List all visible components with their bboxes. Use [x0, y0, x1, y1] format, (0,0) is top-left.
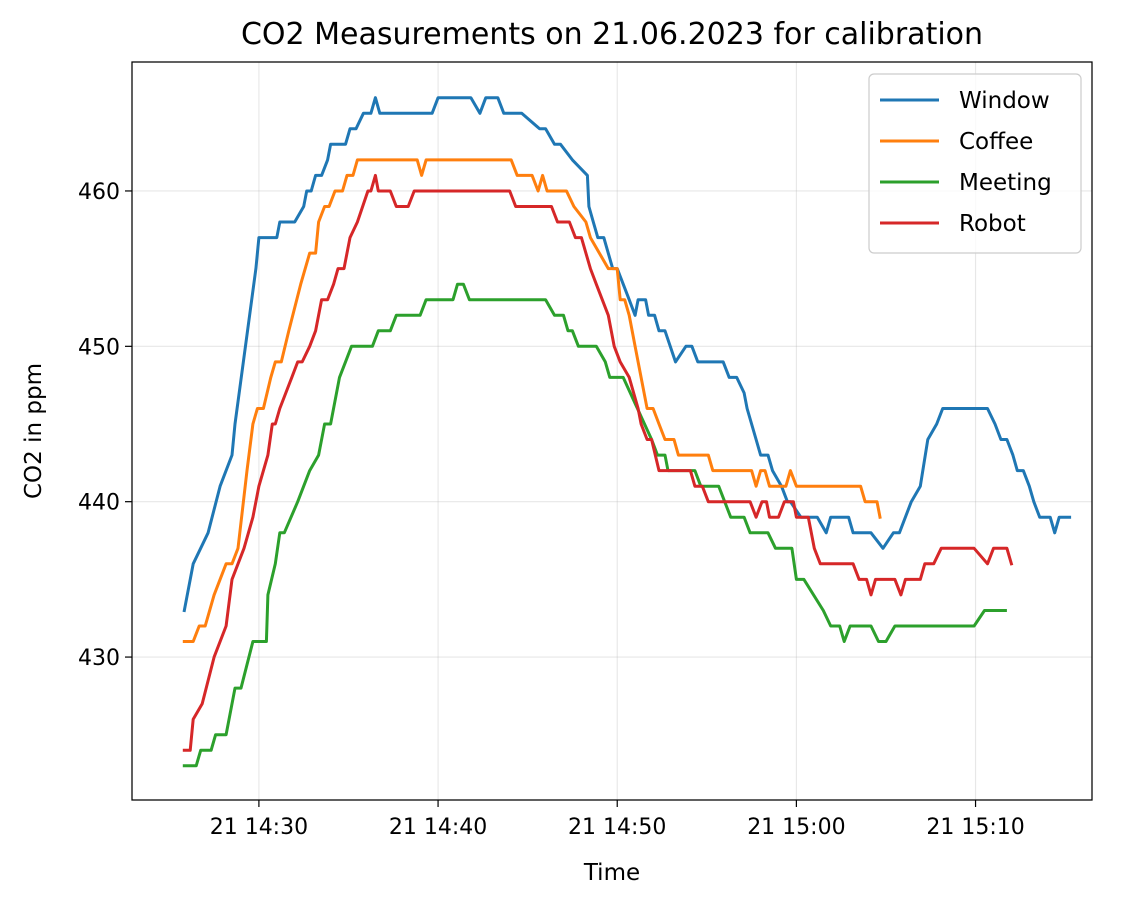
y-axis-label: CO2 in ppm — [21, 363, 47, 499]
series-line-meeting — [182, 282, 1007, 768]
y-tick-label-3: 460 — [78, 180, 120, 205]
legend-label-meeting: Meeting — [959, 170, 1052, 196]
x-tick-label-0: 21 14:30 — [210, 815, 308, 840]
y-tick-label-0: 430 — [78, 646, 120, 671]
tick-layer: 21 14:30 21 14:40 21 14:50 21 15:00 21 15:10… — [78, 180, 1025, 840]
chart-title: CO2 Measurements on 21.06.2023 for calib… — [241, 17, 983, 52]
x-tick-label-1: 21 14:40 — [389, 815, 487, 840]
y-tick-label-1: 440 — [78, 491, 120, 516]
legend-frame — [868, 73, 1082, 254]
plot-frame — [131, 61, 1093, 801]
legend: Window Coffee Meeting Robot — [868, 73, 1082, 254]
legend-label-window: Window — [959, 88, 1050, 114]
x-tick-label-4: 21 15:10 — [926, 815, 1024, 840]
legend-label-robot: Robot — [959, 211, 1026, 237]
legend-label-coffee: Coffee — [959, 129, 1033, 155]
x-axis-label: Time — [583, 860, 640, 886]
y-tick-label-2: 450 — [78, 335, 120, 360]
series-line-window — [182, 96, 1072, 613]
series-line-robot — [182, 173, 1014, 752]
x-tick-label-2: 21 14:50 — [568, 815, 666, 840]
x-tick-label-3: 21 15:00 — [747, 815, 845, 840]
series-layer — [182, 96, 1072, 768]
series-line-coffee — [182, 158, 882, 643]
